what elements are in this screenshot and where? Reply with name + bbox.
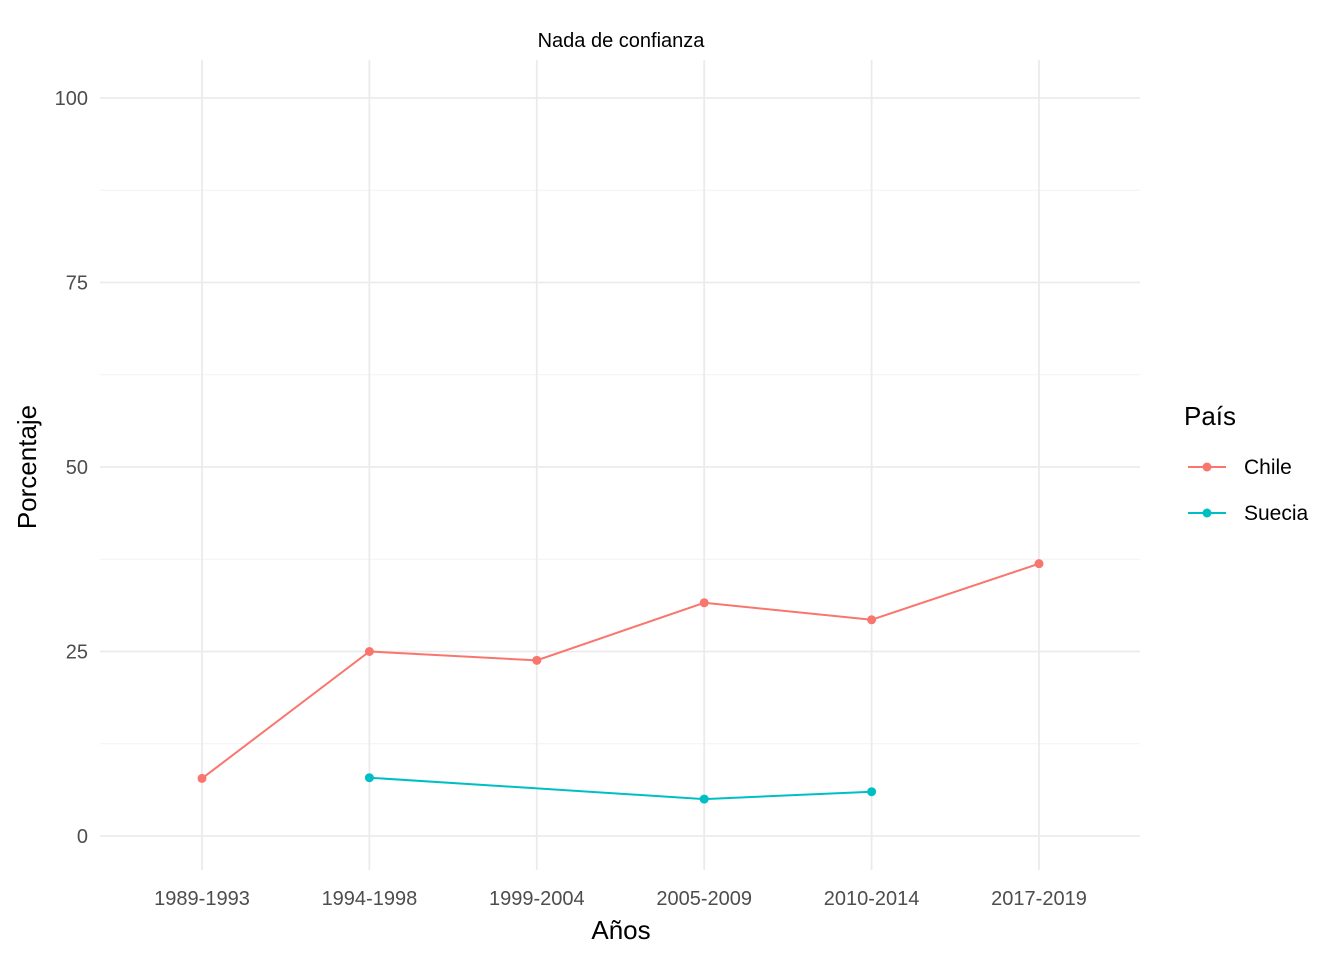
x-tick-label: 1994-1998 — [322, 888, 418, 910]
data-point-chile — [699, 598, 709, 608]
legend-label: Chile — [1244, 456, 1292, 479]
legend-label: Suecia — [1244, 502, 1309, 525]
x-axis-title: Años — [591, 915, 650, 945]
grid — [100, 60, 1140, 870]
chart-title: Nada de confianza — [538, 30, 706, 52]
y-tick-label: 25 — [66, 642, 88, 664]
y-tick-label: 75 — [66, 273, 88, 295]
x-tick-label: 1989-1993 — [154, 888, 250, 910]
data-point-suecia — [867, 787, 877, 797]
data-point-chile — [1034, 559, 1044, 569]
data-point-chile — [364, 647, 374, 656]
x-tick-label: 2017-2019 — [991, 888, 1087, 910]
data-point-chile — [532, 655, 542, 665]
legend-title: País — [1184, 401, 1236, 431]
data-point-chile — [197, 773, 207, 783]
y-tick-label: 0 — [77, 826, 88, 848]
data-point-suecia — [364, 773, 374, 783]
y-axis-title: Porcentaje — [12, 405, 42, 529]
series-line-chile — [201, 562, 1040, 780]
series-layer — [197, 559, 1044, 804]
legend-item-chile: Chile — [1188, 456, 1292, 479]
data-point-chile — [867, 615, 877, 625]
y-tick-label: 100 — [55, 88, 88, 110]
legend-key-point — [1202, 508, 1212, 518]
legend-key-point — [1202, 462, 1212, 472]
y-axis-ticks: 0 25 50 75 100 — [55, 88, 88, 848]
x-tick-label: 2005-2009 — [656, 888, 752, 910]
data-point-suecia — [699, 794, 709, 804]
x-tick-label: 2010-2014 — [824, 888, 920, 910]
x-axis-ticks: 1989-1993 1994-1998 1999-2004 2005-2009 2010… — [154, 888, 1087, 910]
y-tick-label: 50 — [66, 457, 88, 479]
x-tick-label: 1999-2004 — [489, 888, 585, 910]
legend-items: Chile Suecia — [1188, 456, 1309, 525]
legend: País Chile Suecia — [1184, 401, 1309, 525]
legend-item-suecia: Suecia — [1188, 502, 1309, 525]
series-line-suecia — [369, 776, 872, 801]
